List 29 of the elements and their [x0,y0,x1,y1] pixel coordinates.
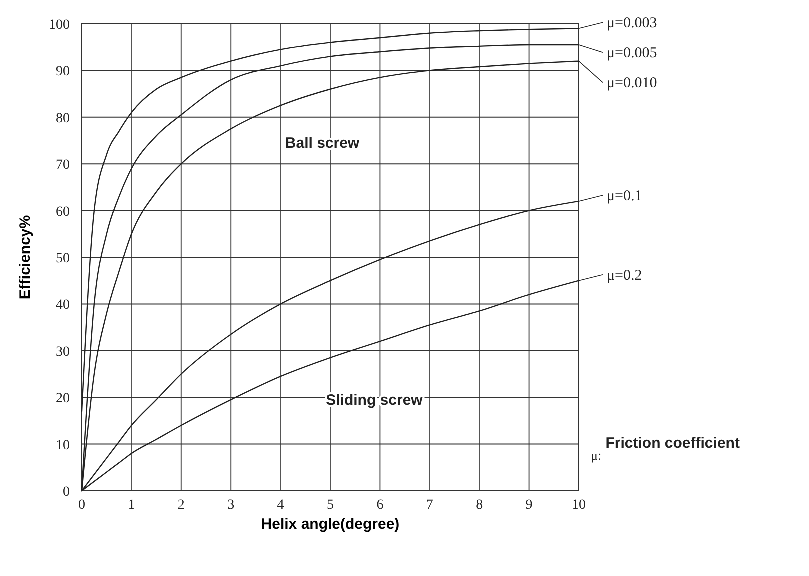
y-tick-label: 70 [56,158,70,174]
y-tick-label: 40 [56,298,70,314]
x-tick-label: 9 [526,498,533,513]
x-tick-label: 4 [277,498,284,513]
y-tick-label: 30 [56,344,70,360]
y-axis-title: Efficiency% [17,215,34,300]
y-tick-label: 90 [56,64,70,80]
x-axis-title: Helix angle(degree) [261,516,400,533]
x-tick-label: 5 [327,498,334,513]
y-tick-label: 60 [56,204,70,220]
y-tick-label: 80 [56,111,70,126]
legend-label: μ=0.2 [607,268,642,284]
x-tick-label: 10 [572,498,586,513]
legend-label: μ=0.003 [607,16,658,32]
y-tick-label: 50 [56,252,70,266]
x-tick-label: 7 [426,498,434,513]
x-tick-label: 3 [228,498,235,513]
y-tick-label: 0 [63,485,70,500]
y-tick-label: 100 [49,18,70,33]
x-tick-label: 6 [376,498,384,513]
y-tick-label: 20 [56,392,70,407]
legend-label: μ=0.005 [607,46,658,62]
y-tick-label: 10 [56,438,70,454]
legend-label: μ=0.1 [607,188,642,204]
x-tick-label: 2 [178,498,185,513]
x-tick-label: 0 [78,498,86,513]
x-tick-label: 1 [128,498,136,513]
text: μ=0.010 [607,76,658,92]
x-tick-label: 8 [476,498,484,513]
